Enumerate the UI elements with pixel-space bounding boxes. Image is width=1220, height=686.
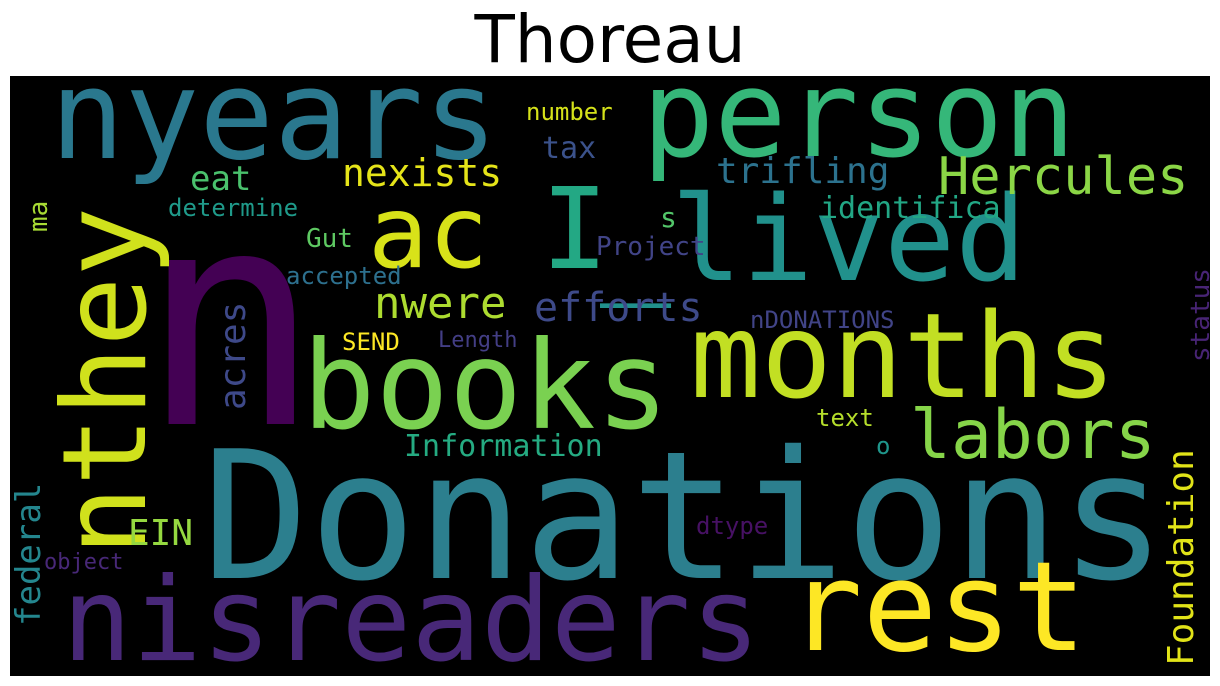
word-cloud: n Donations person nyears books months r… (10, 76, 1210, 676)
word-text: text (816, 404, 874, 432)
word-acres: acres (213, 301, 254, 410)
word-send: SEND (342, 328, 400, 356)
word-federal: federal (10, 482, 49, 626)
word-labors: labors (910, 396, 1156, 475)
word-rest: rest (788, 536, 1087, 676)
word-nisreaders: nisreaders (62, 553, 761, 677)
word-ein: EIN (128, 513, 194, 554)
word-identifica: identifica (820, 191, 1001, 226)
chart-title: Thoreau (474, 1, 746, 78)
word-person: person (642, 76, 1076, 185)
word-n: n (140, 146, 321, 495)
word-o: o (876, 432, 891, 460)
word-foundation: Foundation (1161, 449, 1202, 666)
word-status: status (1186, 268, 1210, 362)
word-dtype: dtype (696, 512, 769, 540)
word-eat: eat (190, 159, 252, 199)
word-number: number (526, 98, 613, 126)
word-ac: ac (368, 174, 489, 291)
word-lived: _lived (600, 170, 1027, 308)
word-hercules: Hercules (938, 147, 1189, 207)
word-object: object (44, 550, 124, 575)
word-s: s (660, 201, 677, 234)
word-books: books (302, 315, 670, 457)
word-ma: ma (24, 200, 54, 232)
word-tax: tax (542, 131, 597, 166)
word-i: I (541, 165, 609, 295)
word-ndonations: nDONATIONS (750, 306, 895, 334)
word-gut: Gut (306, 224, 353, 254)
word-nwere: nwere (374, 278, 507, 329)
word-accepted: accepted (286, 262, 402, 290)
word-nthey: nthey (38, 206, 173, 556)
word-project: Project (596, 232, 706, 262)
word-nexists: nexists (342, 151, 503, 195)
word-months: months (690, 287, 1117, 425)
word-donations: Donations (202, 413, 1167, 620)
word-nyears: nyears (50, 76, 498, 188)
word-determine: determine (168, 194, 299, 222)
word-trifling: trifling (716, 151, 890, 192)
word-information: Information (404, 429, 603, 464)
word-efforts: efforts (534, 285, 703, 331)
word-length: Length (438, 328, 518, 353)
